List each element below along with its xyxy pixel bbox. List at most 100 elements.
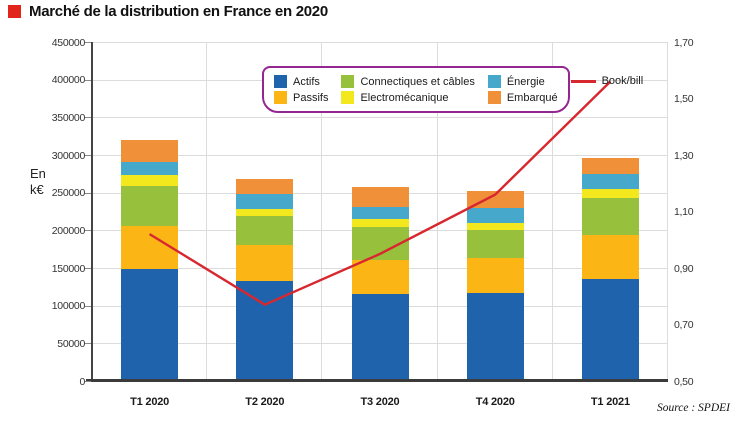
x-axis: T1 2020 T2 2020 T3 2020 T4 2020 T1 2021 xyxy=(92,396,668,412)
stacked-bar xyxy=(121,42,179,381)
bar-segment-embarqu- xyxy=(121,139,179,162)
stacked-bar xyxy=(236,42,294,381)
legend-swatch-icon xyxy=(487,91,501,104)
legend-swatch-icon xyxy=(487,75,501,88)
y-axis-left: 0 50000 100000 150000 200000 250000 300000 3500… xyxy=(0,37,86,388)
grid-line-horizontal xyxy=(92,42,668,43)
left-axis-tick-label: 200000 xyxy=(51,224,86,237)
left-axis-tick-label: 250000 xyxy=(51,187,86,200)
source-label: Source : SPDEI xyxy=(656,402,730,414)
grid-line-vertical xyxy=(436,42,438,381)
legend-label: Actifs xyxy=(293,75,320,88)
left-axis-tick xyxy=(85,79,91,81)
bar-segment-electrom-canique xyxy=(466,222,524,231)
right-axis-tick-label: 0,50 xyxy=(674,375,694,388)
left-axis-tick xyxy=(85,343,91,345)
legend-item: Actifs xyxy=(274,75,328,88)
bar-segment-electrom-canique xyxy=(236,208,294,217)
legend-swatch-icon xyxy=(274,91,287,104)
legend-swatch-icon xyxy=(274,75,287,88)
legend-swatch-icon xyxy=(341,75,355,88)
bar-segment-connectiques-et-c-bles xyxy=(581,197,639,235)
bar-segment-electrom-canique xyxy=(351,219,409,227)
bar-segment--nergie xyxy=(351,207,409,220)
bar-segment-electrom-canique xyxy=(121,174,179,186)
legend-item: Embarqué xyxy=(487,91,558,104)
legend-label: Electromécanique xyxy=(360,91,449,104)
left-axis-tick-label: 50000 xyxy=(57,337,85,350)
grid-line-vertical xyxy=(206,42,208,381)
right-axis-tick-label: 1,50 xyxy=(674,93,694,105)
x-axis-category-label: T1 2020 xyxy=(130,396,170,408)
legend-label: Connectiques et câbles xyxy=(360,75,475,88)
y-axis-right: 0,50 0,70 0,90 1,10 1,30 1,50 1,70 xyxy=(674,37,734,388)
bar-segment--nergie xyxy=(121,161,179,175)
legend-label: Énergie xyxy=(506,75,545,88)
y-axis-unit-label: En k€ xyxy=(30,166,46,198)
bar-segment-embarqu- xyxy=(351,186,409,208)
bar-segment-actifs xyxy=(121,268,179,381)
left-axis-tick-label: 350000 xyxy=(51,111,86,124)
right-axis-tick-label: 1,10 xyxy=(674,206,694,218)
grid-line-vertical xyxy=(551,42,553,381)
legend-column: Connectiques et câbles Electromécanique xyxy=(341,75,475,104)
left-axis-tick xyxy=(85,155,91,156)
left-axis-tick-label: 150000 xyxy=(51,262,86,275)
left-axis-tick-label: 400000 xyxy=(51,74,86,87)
bar-segment-actifs xyxy=(581,278,639,381)
legend-label: Book/bill xyxy=(601,75,644,87)
left-axis-tick xyxy=(85,117,91,119)
left-axis-tick xyxy=(85,230,91,232)
left-axis-tick xyxy=(85,268,91,269)
legend-column: Book/bill xyxy=(570,75,644,87)
right-axis-tick-label: 0,90 xyxy=(674,262,694,275)
plot-area xyxy=(85,42,668,382)
bar-segment-embarqu- xyxy=(466,191,524,208)
legend-label: Embarqué xyxy=(506,91,558,104)
right-axis-tick-label: 1,70 xyxy=(674,36,694,49)
grid-line-horizontal xyxy=(92,155,668,156)
bar-segment-connectiques-et-c-bles xyxy=(466,230,524,259)
left-axis-line xyxy=(91,42,93,381)
grid-line-vertical xyxy=(667,42,668,381)
bottom-axis-line xyxy=(86,379,668,382)
stacked-bar xyxy=(581,42,639,381)
legend-item: Book/bill xyxy=(570,75,644,87)
bar-segment--nergie xyxy=(466,207,524,223)
bar-segment-embarqu- xyxy=(581,158,639,174)
legend-column: Énergie Embarqué xyxy=(487,75,558,104)
legend-label: Passifs xyxy=(293,91,329,104)
grid-line-vertical xyxy=(321,42,323,381)
left-axis-tick-label: 0 xyxy=(79,375,85,388)
right-axis-tick-label: 1,30 xyxy=(674,149,694,162)
stacked-bar xyxy=(466,42,524,381)
left-axis-tick xyxy=(85,192,91,194)
bar-segment-passifs xyxy=(581,234,639,279)
bar-segment--nergie xyxy=(581,173,639,189)
bar-segment-passifs xyxy=(121,225,179,269)
bookbill-line-layer xyxy=(148,80,612,307)
chart-header: Marché de la distribution en France en 2… xyxy=(8,3,328,20)
bookbill-line-swatch-icon xyxy=(570,79,596,83)
bookbill-line xyxy=(148,80,612,307)
page-title: Marché de la distribution en France en 2… xyxy=(29,3,328,20)
left-axis-tick-label: 300000 xyxy=(51,149,86,162)
legend-item: Connectiques et câbles xyxy=(341,75,475,88)
legend-item: Passifs xyxy=(274,91,328,104)
legend-column: Actifs Passifs xyxy=(274,75,328,104)
bar-segment-passifs xyxy=(466,258,524,293)
legend-item: Electromécanique xyxy=(341,91,474,104)
bar-segment--nergie xyxy=(236,194,294,209)
red-square-icon xyxy=(8,5,21,18)
legend: Actifs Passifs Connectiques et câbles Elect… xyxy=(262,66,643,113)
bar-segment-connectiques-et-c-bles xyxy=(121,185,179,226)
bar-segment-actifs xyxy=(466,292,524,381)
bar-segment-electrom-canique xyxy=(581,188,639,198)
left-axis-tick xyxy=(85,381,91,382)
bar-segment-passifs xyxy=(236,245,294,281)
legend-swatch-icon xyxy=(341,91,355,104)
legend-item: Énergie xyxy=(487,75,558,88)
left-axis-tick xyxy=(85,42,91,43)
x-axis-category-label: T1 2021 xyxy=(590,396,630,408)
